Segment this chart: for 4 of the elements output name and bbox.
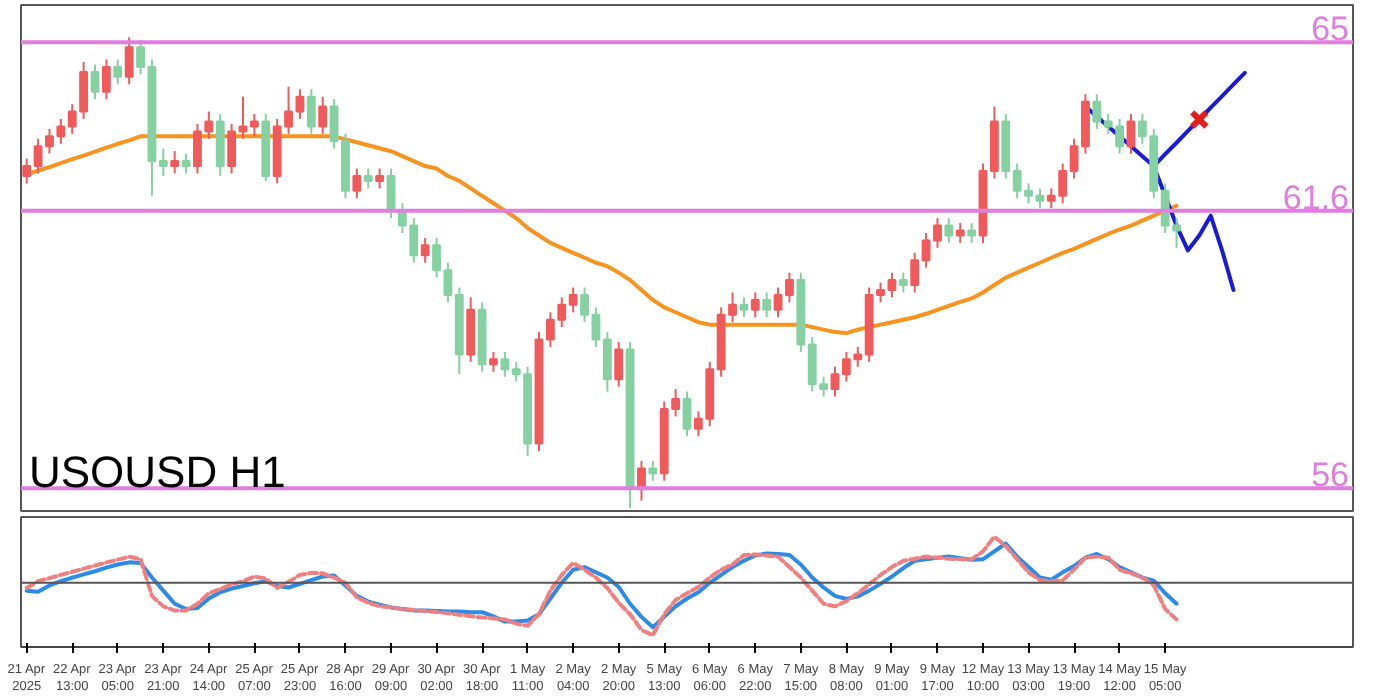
ref-line-label: 61.6 [1282,178,1350,217]
annotation: USOUSD H1 [29,447,286,497]
ref-line-label: 65 [1311,10,1350,49]
ref-line-label: 56 [1311,456,1350,495]
